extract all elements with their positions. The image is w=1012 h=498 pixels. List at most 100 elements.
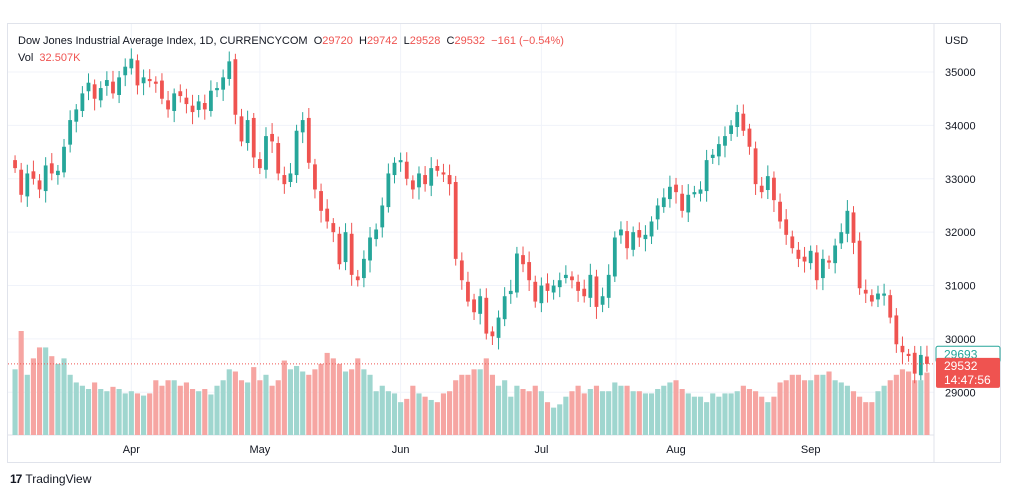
candle-body <box>111 81 115 94</box>
y-tick-label: 30000 <box>945 334 976 346</box>
candle-body <box>337 233 342 265</box>
candle-body <box>765 176 770 191</box>
volume-bar <box>569 391 575 435</box>
volume-bar <box>134 393 141 435</box>
volume-bar <box>275 380 281 435</box>
volume-bar <box>257 380 263 435</box>
candle-body <box>325 208 330 222</box>
volume-bar <box>300 371 306 435</box>
volume-bar <box>600 391 606 435</box>
candle-body <box>166 100 170 110</box>
volume-bar <box>538 391 544 435</box>
volume-bar <box>850 391 857 435</box>
ohlc-legend: Dow Jones Industrial Average Index, 1D, … <box>18 35 564 47</box>
candle-body <box>912 352 917 374</box>
candle-body <box>594 276 599 307</box>
candle-body <box>637 230 642 238</box>
candle-body <box>802 256 807 262</box>
high-value: 29742 <box>366 35 398 47</box>
footer[interactable]: 17 TradingView <box>10 472 91 486</box>
volume-bar <box>189 389 196 435</box>
volume-bar <box>906 371 912 435</box>
candle-body <box>288 173 293 182</box>
currency-label: USD <box>945 35 968 47</box>
volume-bar <box>795 374 801 435</box>
candle-body <box>153 81 158 84</box>
volume-bar <box>801 380 808 435</box>
candle-body <box>227 61 232 79</box>
volume-bar <box>667 382 673 435</box>
x-tick-label: Sep <box>801 444 821 456</box>
candle-body <box>68 120 73 145</box>
volume-bar <box>606 391 612 435</box>
candle-body <box>845 210 850 234</box>
volume-bar <box>697 396 704 435</box>
y-tick-label: 34000 <box>945 120 976 132</box>
close-label: C <box>446 35 455 47</box>
candle-body <box>37 180 42 190</box>
volume-bar <box>226 369 232 435</box>
candle-body <box>282 175 287 185</box>
candle-body <box>741 113 746 131</box>
volume-label: Vol <box>18 52 34 64</box>
volume-legend: Vol 32.507K <box>18 52 80 64</box>
candle-body <box>759 185 764 193</box>
candle-body <box>386 173 391 208</box>
candle-body <box>319 191 323 211</box>
candle-body <box>539 285 544 304</box>
volume-bar <box>532 385 538 435</box>
candle-body <box>631 232 636 250</box>
candle-body <box>410 180 415 190</box>
volume-bar <box>648 393 655 435</box>
volume-bar <box>673 380 679 435</box>
volume-bar <box>587 389 593 435</box>
volume-bar <box>636 391 642 435</box>
candle-body <box>31 171 36 179</box>
candle-body <box>104 80 109 86</box>
volume-bar <box>367 374 373 435</box>
price-chart[interactable]: 29000 30000 31000 32000 33000 34000 35000 Apr Ma… <box>0 0 1012 470</box>
candle-body <box>557 280 562 288</box>
volume-bar <box>385 391 391 435</box>
volume-bar <box>416 393 422 435</box>
candle-body <box>900 345 905 353</box>
candle-body <box>686 194 691 213</box>
volume-bar <box>128 391 134 435</box>
volume-bar <box>826 371 832 435</box>
volume-bar <box>373 391 379 435</box>
x-tick-label: Apr <box>123 444 140 456</box>
candle-body <box>129 58 134 69</box>
volume-bar <box>440 393 447 435</box>
volume-bar <box>104 391 110 435</box>
volume-bar <box>238 380 245 435</box>
open-label: O <box>313 35 323 47</box>
volume-bar <box>306 374 312 435</box>
candle-body <box>86 82 91 92</box>
volume-bar <box>379 385 385 435</box>
volume-bar <box>624 385 630 435</box>
volume-bar <box>18 331 24 435</box>
candle-body <box>716 144 721 157</box>
volume-bar <box>263 374 269 435</box>
candle-body <box>723 136 727 146</box>
low-label: L <box>403 35 410 47</box>
volume-bar <box>30 358 36 435</box>
volume-bar <box>483 358 489 435</box>
candle-body <box>839 232 844 244</box>
volume-bar <box>899 369 906 435</box>
candle-body <box>349 233 354 275</box>
candle-body <box>472 299 476 313</box>
volume-bar <box>912 380 918 435</box>
volume-bar <box>857 396 863 435</box>
volume-bar <box>495 385 502 435</box>
brand-name[interactable]: TradingView <box>25 472 92 486</box>
volume-bar <box>814 374 820 435</box>
candle-body <box>710 154 715 158</box>
volume-bar <box>753 391 759 435</box>
volume-bar <box>336 363 342 435</box>
volume-bar <box>330 358 336 435</box>
volume-bar <box>691 396 697 435</box>
volume-bar <box>581 393 587 435</box>
candle-body <box>814 252 819 281</box>
volume-bar <box>783 380 789 435</box>
